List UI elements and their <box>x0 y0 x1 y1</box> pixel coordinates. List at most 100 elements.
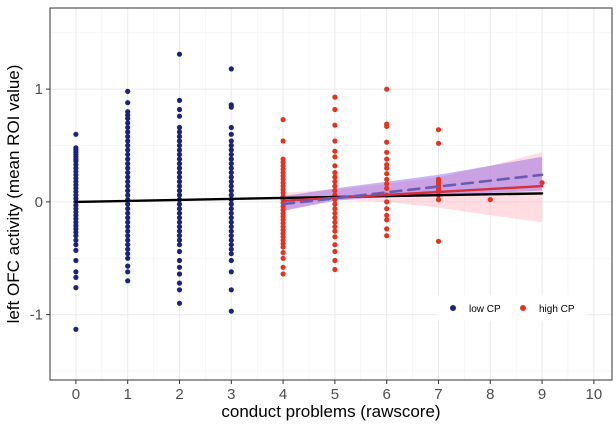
data-point-low-cp <box>73 247 79 253</box>
data-point-low-cp <box>176 228 183 234</box>
data-point-high-cp <box>332 206 338 212</box>
data-point-low-cp <box>228 124 234 131</box>
x-tick-label: 10 <box>586 386 603 403</box>
data-point-high-cp <box>332 228 338 234</box>
x-tick-label: 6 <box>383 386 391 403</box>
data-point-low-cp <box>228 142 234 149</box>
data-point-low-cp <box>176 170 183 176</box>
data-point-low-cp <box>176 300 183 306</box>
data-point-high-cp <box>435 197 442 203</box>
data-point-low-cp <box>125 165 131 171</box>
data-point-high-cp <box>384 217 390 223</box>
data-point-high-cp <box>280 250 286 256</box>
data-point-low-cp <box>228 308 234 314</box>
data-point-low-cp <box>176 161 183 167</box>
data-point-low-cp <box>176 133 183 140</box>
legend-marker-high-cp <box>520 305 526 311</box>
data-point-high-cp <box>384 123 390 129</box>
data-point-low-cp <box>228 257 234 264</box>
data-point-low-cp <box>73 131 79 137</box>
fit-line-dashed <box>281 173 544 206</box>
data-point-high-cp <box>332 201 338 207</box>
data-point-low-cp <box>176 264 183 270</box>
x-tick-label: 1 <box>124 386 132 403</box>
data-point-low-cp <box>228 246 234 252</box>
data-point-low-cp <box>125 224 131 230</box>
data-point-low-cp <box>73 233 79 239</box>
data-point-high-cp <box>384 212 390 218</box>
data-point-low-cp <box>176 51 183 57</box>
data-point-high-cp <box>487 197 493 203</box>
data-point-low-cp <box>228 165 234 171</box>
x-tick-label: 4 <box>279 386 287 403</box>
data-point-low-cp <box>125 233 131 239</box>
data-point-low-cp <box>176 151 183 158</box>
data-point-low-cp <box>125 151 131 158</box>
data-point-high-cp <box>332 224 338 230</box>
data-point-low-cp <box>125 246 131 252</box>
data-point-low-cp <box>73 257 79 264</box>
data-point-low-cp <box>176 142 183 149</box>
data-point-high-cp <box>280 264 286 270</box>
data-point-low-cp <box>125 183 131 189</box>
data-point-high-cp <box>384 171 390 177</box>
data-point-low-cp <box>176 219 183 225</box>
data-point-high-cp <box>332 179 338 185</box>
data-point-high-cp <box>332 148 338 154</box>
panel-border <box>49 7 613 381</box>
data-point-high-cp <box>435 140 442 146</box>
legend-marker-low-cp <box>450 305 456 311</box>
data-point-low-cp <box>228 138 234 144</box>
legend-background <box>437 295 587 321</box>
x-tick-label: 9 <box>538 386 546 403</box>
data-point-low-cp <box>125 88 131 94</box>
data-point-high-cp <box>332 257 338 264</box>
data-point-low-cp <box>125 147 131 153</box>
data-point-high-cp <box>539 180 545 186</box>
data-point-low-cp <box>125 242 131 248</box>
data-point-high-cp <box>280 271 286 277</box>
data-point-low-cp <box>176 97 183 103</box>
x-tick-label: 5 <box>331 386 339 403</box>
data-point-low-cp <box>176 179 183 185</box>
data-point-low-cp <box>176 287 183 293</box>
data-point-high-cp <box>384 156 390 162</box>
data-point-high-cp <box>384 185 390 191</box>
data-point-low-cp <box>228 215 234 221</box>
data-point-high-cp <box>332 183 338 189</box>
data-point-low-cp <box>125 251 131 257</box>
data-point-high-cp <box>435 127 442 133</box>
data-point-low-cp <box>228 237 234 243</box>
data-point-low-cp <box>228 206 234 212</box>
x-tick-label: 0 <box>72 386 80 403</box>
data-points <box>73 51 545 332</box>
data-point-low-cp <box>125 219 131 225</box>
data-point-high-cp <box>332 122 338 128</box>
data-point-low-cp <box>228 174 234 180</box>
data-point-low-cp <box>125 269 131 275</box>
data-point-low-cp <box>125 161 131 167</box>
data-point-low-cp <box>125 124 131 131</box>
data-point-low-cp <box>125 201 131 207</box>
fit-lines <box>74 173 544 206</box>
data-point-high-cp <box>384 149 390 155</box>
data-point-low-cp <box>228 170 234 176</box>
data-point-low-cp <box>125 138 131 144</box>
y-axis-title: left OFC activity (mean ROI value) <box>4 65 23 324</box>
data-point-low-cp <box>176 233 183 239</box>
data-point-low-cp <box>73 274 79 280</box>
data-point-high-cp <box>332 170 338 176</box>
data-point-low-cp <box>73 326 79 332</box>
data-point-low-cp <box>228 156 234 162</box>
data-point-low-cp <box>228 147 234 153</box>
data-point-low-cp <box>228 233 234 239</box>
data-point-low-cp <box>176 215 183 221</box>
data-point-high-cp <box>332 188 338 194</box>
legend: low CP high CP <box>437 295 587 321</box>
data-point-high-cp <box>332 163 338 169</box>
data-point-low-cp <box>125 170 131 176</box>
data-point-high-cp <box>332 174 338 180</box>
data-point-low-cp <box>125 115 131 122</box>
data-point-high-cp <box>332 154 338 160</box>
